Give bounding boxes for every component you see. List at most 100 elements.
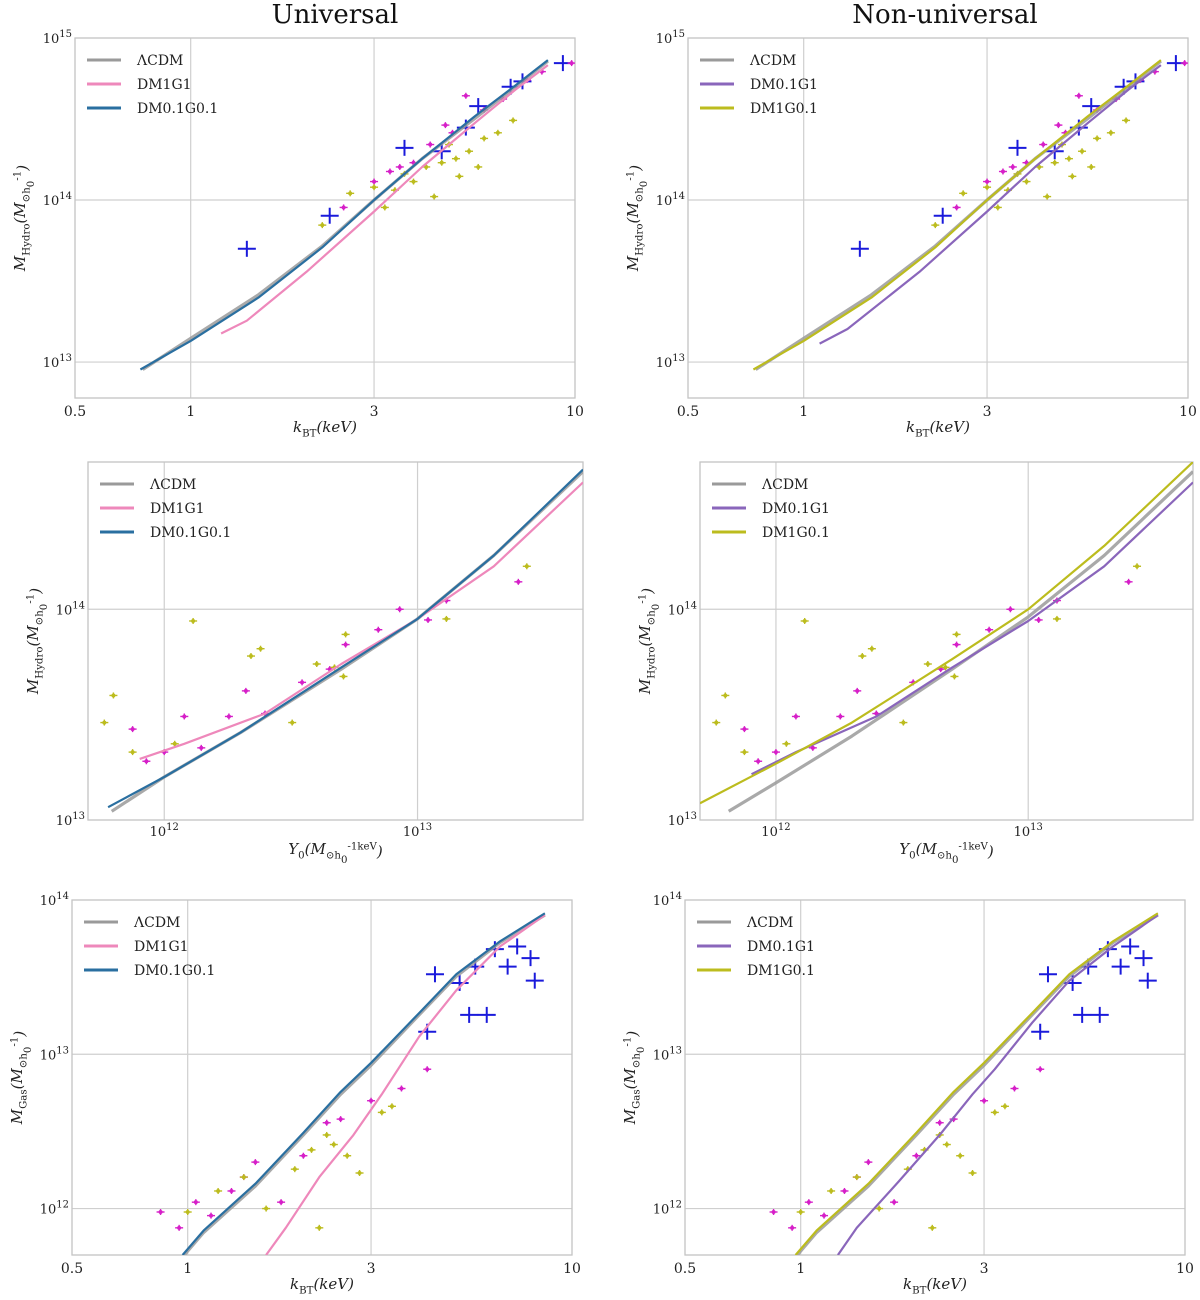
observation-point [370,184,379,191]
x-tick-label: 1 [183,1261,192,1277]
observation-point [493,129,502,136]
observation-point [191,1199,200,1206]
observation-point [315,1224,324,1231]
y-tick-label: 1014 [668,600,697,618]
observation-point [1093,135,1102,142]
observation-point [867,645,876,652]
y-tick-label: 1013 [40,1045,69,1063]
observation-point [339,673,348,680]
plot-frame [699,461,1194,821]
observation-point [959,190,968,197]
x-tick-label: 1012 [150,822,179,840]
observation-point [875,1205,884,1212]
observation-point [461,92,470,99]
observation-point [128,726,137,733]
plot-area [700,462,1193,813]
observation-point [1022,178,1031,185]
x-tick-label: 0.5 [674,1261,696,1277]
observation-point [256,645,265,652]
observation-point [952,204,961,211]
plot-area [100,468,583,813]
series-line-DM0.1G0.1 [181,912,546,1255]
observation-point [1006,606,1015,613]
observation-point [1106,129,1115,136]
x-tick-label: 10 [566,404,584,420]
observation-point [1038,966,1057,983]
observation-point [800,617,809,624]
observation-point [387,1103,396,1110]
observation-point [322,1131,331,1138]
legend-label: DM0.1G1 [750,77,818,93]
y-tick-label: 1014 [56,600,85,618]
observation-point [474,163,483,170]
observation-point [370,178,379,185]
legend-label: DM1G0.1 [747,963,815,979]
observation-point [156,1208,165,1215]
observation-point [521,950,540,967]
observation-point [480,135,489,142]
chart-panel-mhydro-T-nonuniversal: 0.5 1 3 10 1013 1014 1015 kBT(keV) MHydro(M⊙h0-1… [624,29,1197,440]
observation-point [522,563,531,570]
plot-area [752,55,1188,371]
x-tick-label: 1 [796,1261,805,1277]
observation-point [251,1159,260,1166]
observation-point [307,1146,316,1153]
observation-point [1039,141,1048,148]
observation-point [850,240,869,257]
x-tick-label: 10 [1179,404,1197,420]
legend-label: ΛCDM [136,53,183,69]
observation-point [1064,155,1073,162]
observation-point [385,168,394,175]
observation-point [1050,159,1059,166]
legend-label: ΛCDM [133,915,180,931]
observation-point [395,139,414,156]
observation-point [858,653,867,660]
observation-point [424,616,433,623]
observation-point [175,1224,184,1231]
observation-point [1122,117,1131,124]
observation-point [931,222,940,229]
series-line-LCDM [796,913,1159,1255]
y-tick-label: 1013 [56,811,85,829]
observation-point [290,1166,299,1173]
x-axis-label: Y0(M⊙h0-1keV) [288,840,383,866]
observation-point [808,744,817,751]
observation-point [142,758,151,765]
observation-point [355,1170,364,1177]
observation-point [197,744,206,751]
plot-frame [687,37,1189,399]
observation-point [409,178,418,185]
observation-point [912,1152,921,1159]
observation-point [782,740,791,747]
plot-area [156,912,546,1255]
y-tick-label: 1015 [43,29,72,47]
series-line-DM1G1 [220,64,549,335]
column-title-universal: Universal [271,0,399,30]
x-tick-label: 1 [799,404,808,420]
observation-point [246,653,255,660]
observation-point [343,1152,352,1159]
observation-point [983,184,992,191]
observation-point [423,1066,432,1073]
series-line-DM1G0.1 [752,59,1162,371]
legend: ΛCDM DM0.1G1 DM1G0.1 [697,915,815,979]
legend-label: ΛCDM [761,477,808,493]
chart-panel-mhydro-T-universal: 0.5 1 3 10 1013 1014 1015 kBT(keV) MHydro(M⊙h0-1… [11,29,584,440]
observation-point [983,178,992,185]
observation-point [771,749,780,756]
observation-point [227,1187,236,1194]
observation-point [1111,958,1130,975]
observation-point [791,713,800,720]
observation-point [952,631,961,638]
x-tick-label: 0.5 [64,404,86,420]
observation-point [980,1097,989,1104]
observation-point [441,122,450,129]
observation-point [796,1208,805,1215]
observation-point [341,641,350,648]
series-line-LCDM [110,470,583,813]
observation-point [1043,193,1052,200]
observation-point [455,173,464,180]
observation-point [836,713,845,720]
observation-point [465,148,474,155]
observation-point [853,687,862,694]
